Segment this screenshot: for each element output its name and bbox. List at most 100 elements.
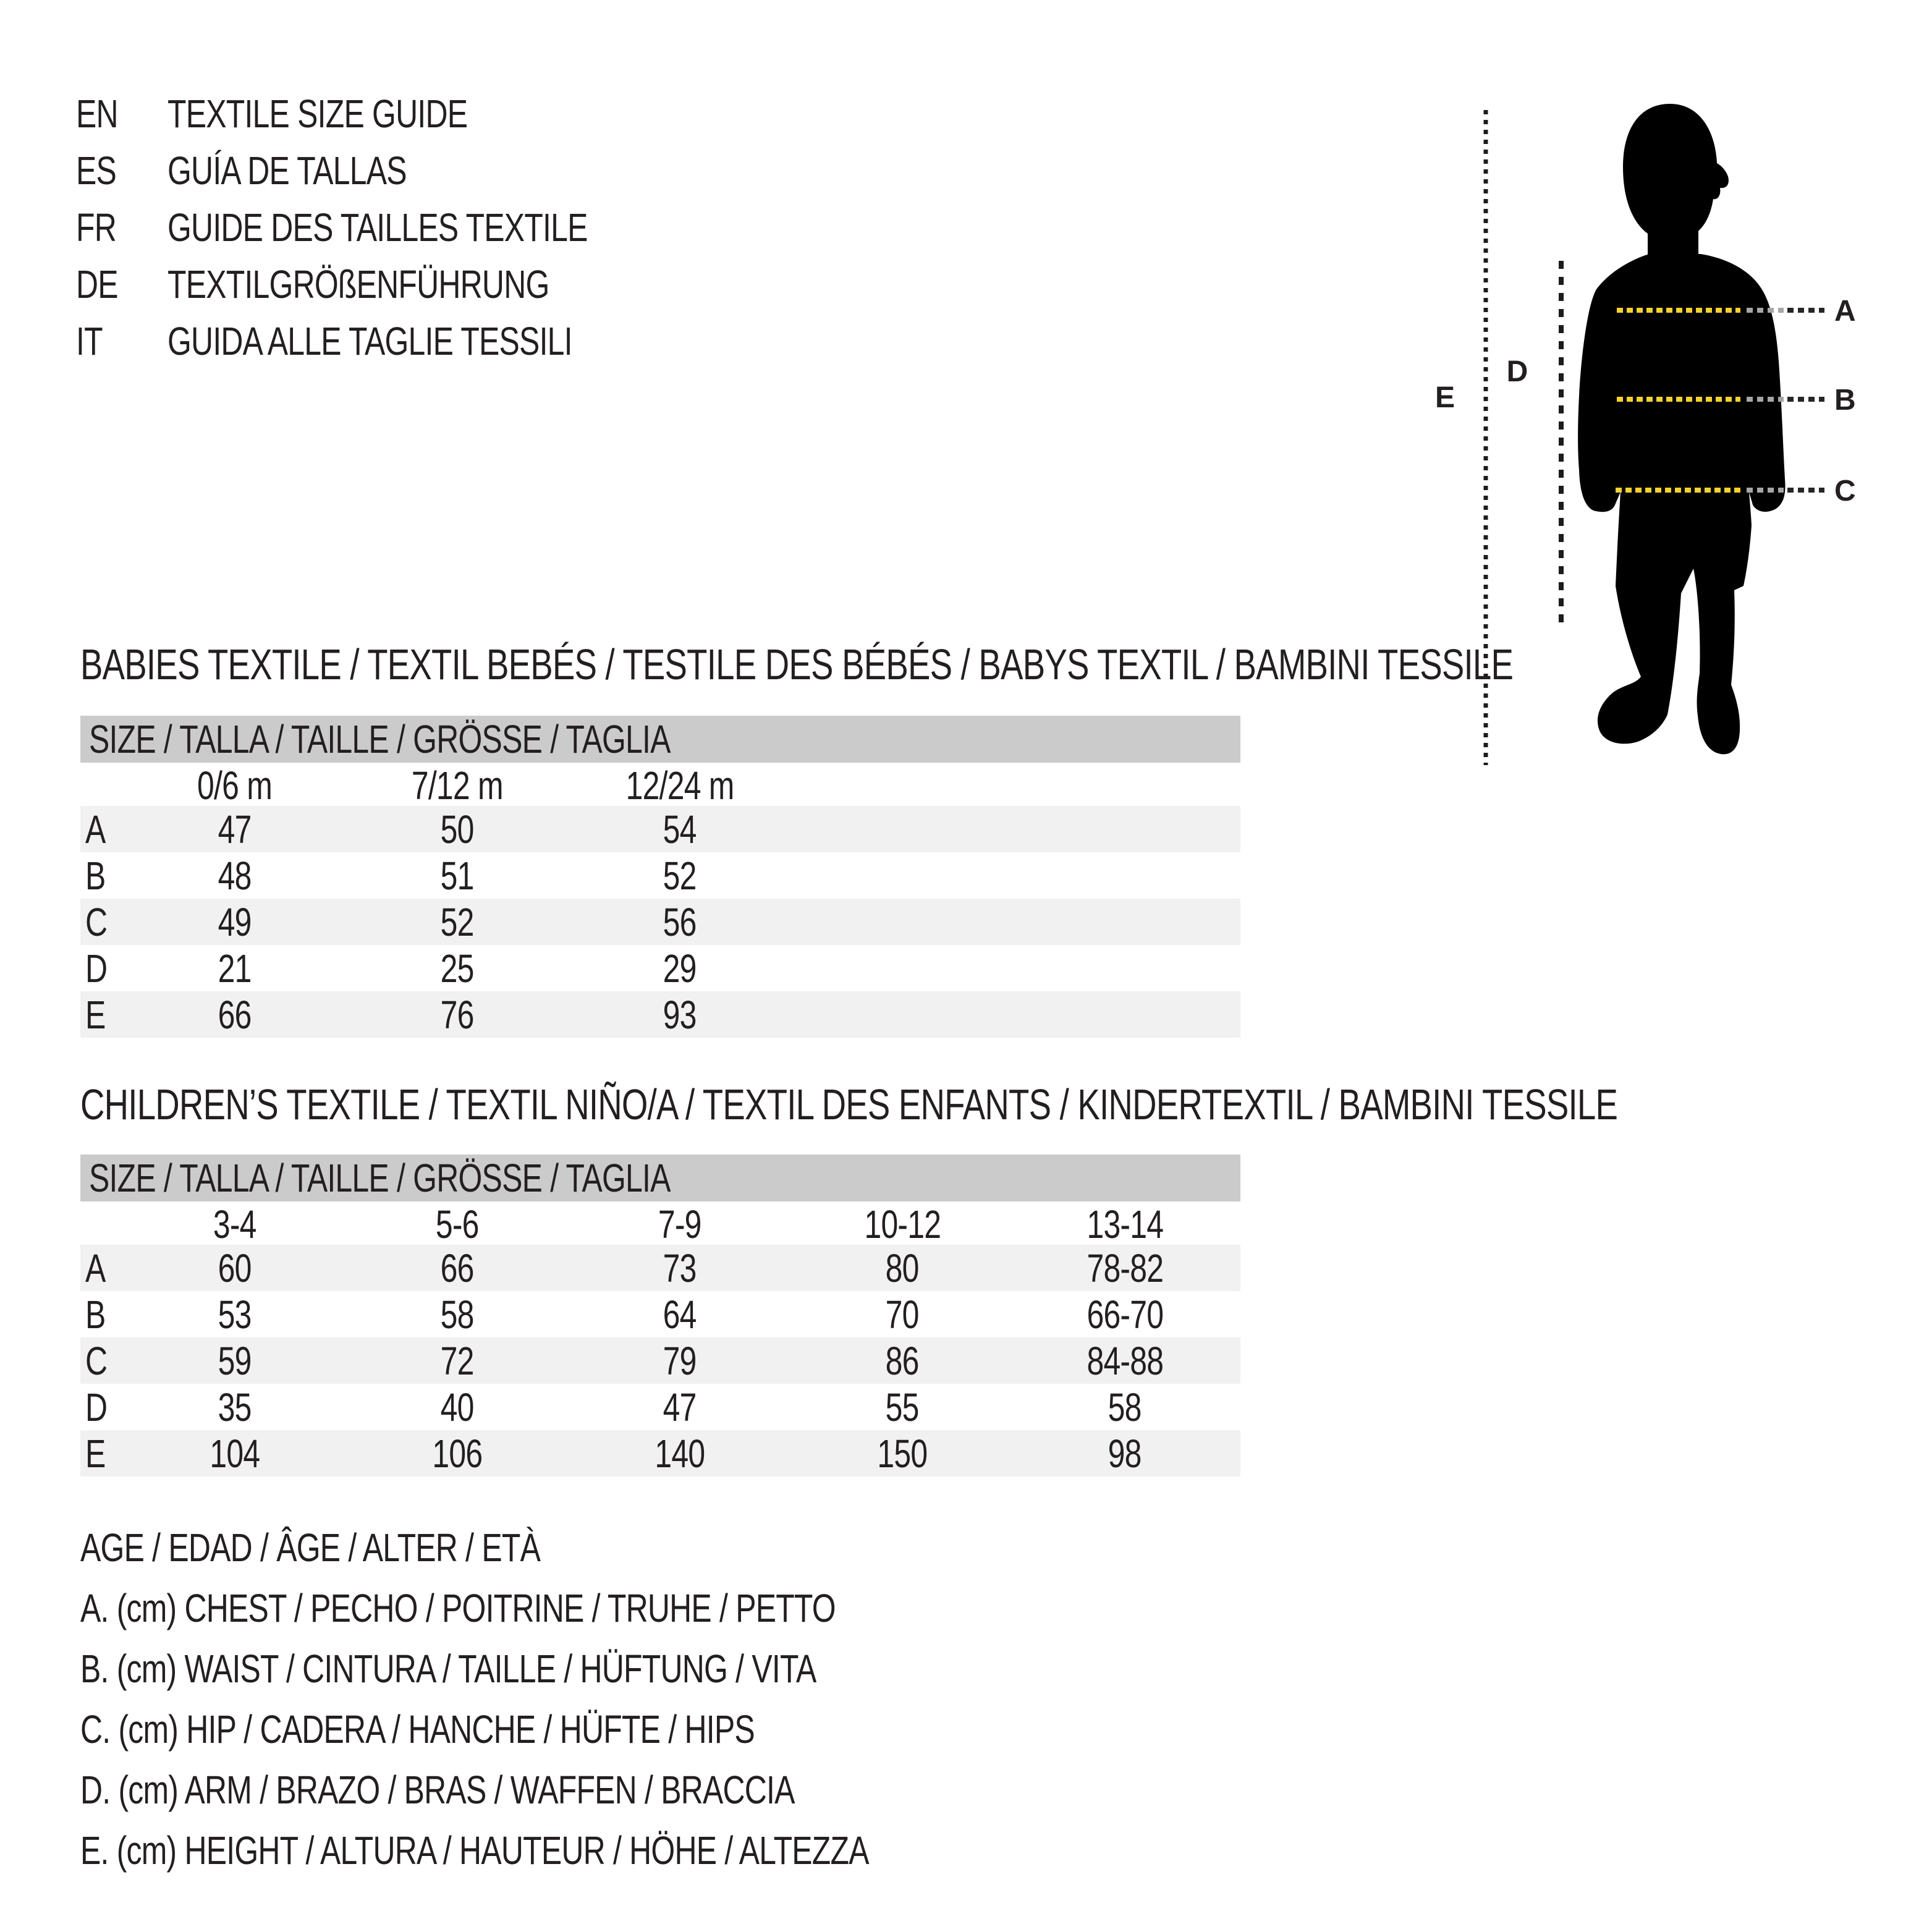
table-cell: 58 bbox=[346, 1292, 569, 1337]
column-header-text: 7-9 bbox=[658, 1202, 702, 1247]
table-row-d: D 21 25 29 bbox=[80, 945, 1240, 991]
table-cell-text: 58 bbox=[441, 1292, 475, 1337]
legend-line-text: B. (cm) WAIST / CINTURA / TAILLE / HÜFTU… bbox=[80, 1646, 816, 1691]
language-title-text: GUIDA ALLE TAGLIE TESSILI bbox=[167, 319, 573, 363]
legend-line-text: A. (cm) CHEST / PECHO / POITRINE / TRUHE… bbox=[80, 1586, 836, 1630]
table-cell-text: 25 bbox=[441, 946, 475, 991]
table-cell: 104 bbox=[124, 1431, 346, 1477]
row-label: E bbox=[80, 992, 124, 1038]
row-label-text: D bbox=[85, 1384, 108, 1430]
table-row-a: A 60 66 73 80 78-82 bbox=[80, 1245, 1240, 1291]
column-header: 0/6 m bbox=[124, 763, 346, 808]
table-cell-text: 52 bbox=[663, 853, 697, 898]
silhouette-head bbox=[1623, 104, 1729, 241]
legend-line-height: E. (cm) HEIGHT / ALTURA / HAUTEUR / HÖHE… bbox=[80, 1820, 1091, 1881]
table-cell-text: 76 bbox=[441, 992, 475, 1037]
column-header-text: 7/12 m bbox=[412, 763, 504, 808]
table-cell-text: 66 bbox=[441, 1245, 475, 1290]
table-cell-text: 49 bbox=[218, 899, 252, 944]
language-title: TEXTILGRÖßENFÜHRUNG bbox=[167, 256, 657, 313]
table-cell: 98 bbox=[1014, 1431, 1236, 1477]
table-cell-text: 73 bbox=[663, 1245, 697, 1290]
language-title: TEXTILE SIZE GUIDE bbox=[167, 85, 552, 142]
column-header: 7-9 bbox=[569, 1201, 791, 1247]
language-code-text: DE bbox=[76, 262, 119, 307]
table-cell-text: 80 bbox=[886, 1245, 920, 1290]
table-cell: 53 bbox=[124, 1292, 346, 1337]
measurement-illustration: E D A B C bbox=[1435, 104, 1856, 765]
legend-line-age: AGE / EDAD / ÂGE / ALTER / ETÀ bbox=[80, 1517, 1091, 1578]
table-cell: 86 bbox=[791, 1338, 1014, 1384]
column-header: 10-12 bbox=[791, 1201, 1014, 1247]
language-title: GUIDE DES TAILLES TEXTILE bbox=[167, 199, 706, 256]
column-header-text: 10-12 bbox=[864, 1202, 941, 1247]
row-label-text: E bbox=[85, 1431, 106, 1476]
table-row-d: D 35 40 47 55 58 bbox=[80, 1384, 1240, 1430]
table-cell-text: 21 bbox=[218, 946, 252, 991]
table-cell-text: 58 bbox=[1108, 1384, 1142, 1430]
column-header: 7/12 m bbox=[346, 763, 569, 808]
row-label: B bbox=[80, 1292, 124, 1337]
column-header-text: 0/6 m bbox=[197, 763, 273, 808]
table-cell: 66 bbox=[124, 992, 346, 1038]
table-cell: 48 bbox=[124, 853, 346, 899]
babies-table-header-text: SIZE / TALLA / TAILLE / GRÖSSE / TAGLIA bbox=[89, 717, 671, 761]
table-cell-text: 35 bbox=[218, 1384, 252, 1430]
table-cell: 55 bbox=[791, 1384, 1014, 1430]
measure-label-a: A bbox=[1834, 295, 1856, 328]
table-cell: 25 bbox=[346, 946, 569, 991]
table-cell: 76 bbox=[346, 992, 569, 1038]
language-code-text: ES bbox=[76, 148, 117, 193]
language-code-text: IT bbox=[76, 319, 103, 363]
language-row-fr: FR GUIDE DES TAILLES TEXTILE bbox=[76, 199, 706, 256]
column-header: 12/24 m bbox=[569, 763, 791, 808]
legend-line-arm: D. (cm) ARM / BRAZO / BRAS / WAFFEN / BR… bbox=[80, 1760, 1091, 1820]
language-code: EN bbox=[76, 85, 167, 142]
legend-line-text: C. (cm) HIP / CADERA / HANCHE / HÜFTE / … bbox=[80, 1707, 755, 1752]
table-cell-text: 47 bbox=[663, 1384, 697, 1430]
table-cell-text: 64 bbox=[663, 1292, 697, 1337]
legend-line-chest: A. (cm) CHEST / PECHO / POITRINE / TRUHE… bbox=[80, 1578, 1091, 1638]
table-cell: 73 bbox=[569, 1245, 791, 1291]
table-cell: 51 bbox=[346, 853, 569, 899]
table-cell: 93 bbox=[569, 992, 791, 1038]
row-label: D bbox=[80, 1384, 124, 1430]
language-title-text: GUIDE DES TAILLES TEXTILE bbox=[167, 205, 588, 250]
silhouette-body bbox=[1578, 253, 1786, 755]
table-cell-text: 55 bbox=[886, 1384, 920, 1430]
row-label-text: E bbox=[85, 992, 106, 1037]
table-cell-text: 104 bbox=[210, 1431, 261, 1476]
children-column-header-row: 3-4 5-6 7-9 10-12 13-14 bbox=[80, 1201, 1240, 1247]
row-label: A bbox=[80, 807, 124, 852]
column-header: 13-14 bbox=[1014, 1201, 1236, 1247]
language-code: IT bbox=[76, 313, 167, 370]
row-label: C bbox=[80, 899, 124, 945]
row-label-text: B bbox=[85, 1292, 106, 1337]
table-row-b: B 53 58 64 70 66-70 bbox=[80, 1291, 1240, 1337]
table-cell: 47 bbox=[569, 1384, 791, 1430]
table-cell-text: 53 bbox=[218, 1292, 252, 1337]
table-cell-text: 52 bbox=[441, 899, 475, 944]
table-row-c: C 49 52 56 bbox=[80, 899, 1240, 945]
row-label: D bbox=[80, 946, 124, 991]
language-code-text: EN bbox=[76, 91, 119, 136]
table-cell: 50 bbox=[346, 807, 569, 852]
table-cell-text: 51 bbox=[441, 853, 475, 898]
table-cell: 66-70 bbox=[1014, 1292, 1236, 1337]
table-cell-text: 86 bbox=[886, 1338, 920, 1383]
table-cell-text: 98 bbox=[1108, 1431, 1142, 1476]
table-cell: 54 bbox=[569, 807, 791, 852]
table-row-c: C 59 72 79 86 84-88 bbox=[80, 1337, 1240, 1384]
table-cell-text: 66-70 bbox=[1087, 1292, 1164, 1337]
table-cell: 60 bbox=[124, 1245, 346, 1291]
measure-label-e: E bbox=[1435, 381, 1455, 414]
column-header-text: 12/24 m bbox=[625, 763, 735, 808]
table-cell-text: 70 bbox=[886, 1292, 920, 1337]
babies-table-header-bar: SIZE / TALLA / TAILLE / GRÖSSE / TAGLIA bbox=[80, 716, 1240, 763]
column-header-text: 13-14 bbox=[1087, 1202, 1164, 1247]
children-table-header-bar: SIZE / TALLA / TAILLE / GRÖSSE / TAGLIA bbox=[80, 1155, 1240, 1201]
legend-line-text: AGE / EDAD / ÂGE / ALTER / ETÀ bbox=[80, 1525, 541, 1570]
table-cell: 58 bbox=[1014, 1384, 1236, 1430]
measure-label-d: D bbox=[1507, 355, 1528, 388]
language-code: FR bbox=[76, 199, 167, 256]
